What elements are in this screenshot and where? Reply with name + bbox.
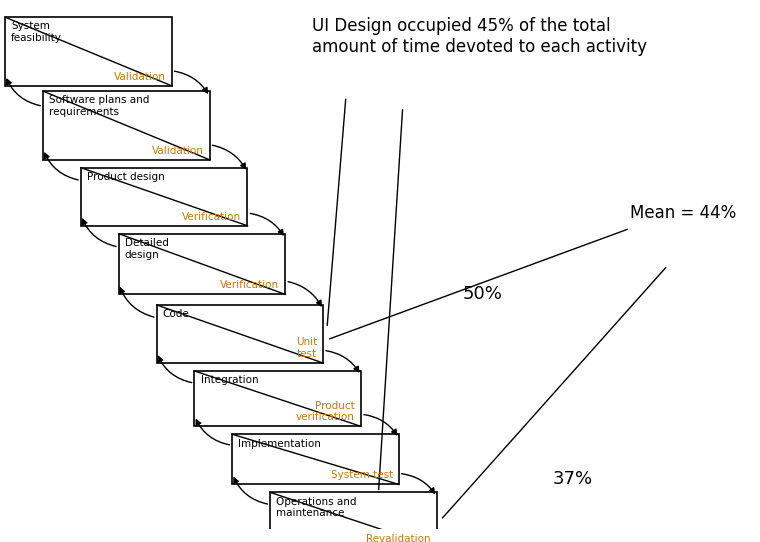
Text: Detailed
design: Detailed design [125, 238, 169, 260]
Text: Software plans and
requirements: Software plans and requirements [49, 95, 150, 117]
FancyArrowPatch shape [288, 282, 321, 306]
Text: System test: System test [331, 470, 393, 480]
FancyArrowPatch shape [212, 145, 245, 169]
FancyArrowPatch shape [158, 357, 192, 383]
Text: Product
verification: Product verification [296, 401, 355, 422]
Bar [81, 167, 248, 226]
Text: UI Design occupied 45% of the total
amount of time devoted to each activity: UI Design occupied 45% of the total amou… [312, 17, 647, 56]
FancyArrowPatch shape [44, 153, 78, 180]
Text: Unit
test: Unit test [296, 337, 317, 359]
FancyArrowPatch shape [250, 214, 283, 235]
Text: Verification: Verification [182, 211, 242, 222]
Text: Operations and
maintenance: Operations and maintenance [277, 496, 356, 518]
Text: Revalidation: Revalidation [366, 533, 431, 542]
Text: Implementation: Implementation [239, 438, 321, 449]
Bar [195, 371, 361, 427]
Text: Verification: Verification [220, 280, 279, 290]
FancyArrowPatch shape [196, 420, 230, 445]
Bar [43, 91, 210, 160]
Text: Code: Code [163, 309, 189, 319]
FancyArrowPatch shape [234, 478, 268, 504]
Text: Mean = 44%: Mean = 44% [630, 204, 736, 222]
FancyArrowPatch shape [175, 71, 207, 93]
Text: Validation: Validation [152, 146, 204, 156]
Text: Validation: Validation [114, 72, 166, 82]
Bar [271, 492, 437, 542]
Text: Integration: Integration [201, 375, 258, 385]
FancyArrowPatch shape [326, 351, 359, 372]
Text: 37%: 37% [553, 470, 593, 488]
Text: 50%: 50% [462, 286, 502, 304]
Bar [233, 434, 399, 485]
Text: Product design: Product design [87, 172, 165, 182]
FancyArrowPatch shape [402, 474, 435, 493]
FancyArrowPatch shape [82, 219, 116, 247]
FancyArrowPatch shape [7, 79, 40, 106]
Text: System
feasibility: System feasibility [11, 22, 62, 43]
Bar [119, 234, 285, 294]
Bar [157, 305, 323, 363]
Bar [5, 17, 172, 86]
FancyArrowPatch shape [364, 415, 397, 435]
FancyArrowPatch shape [120, 288, 154, 317]
